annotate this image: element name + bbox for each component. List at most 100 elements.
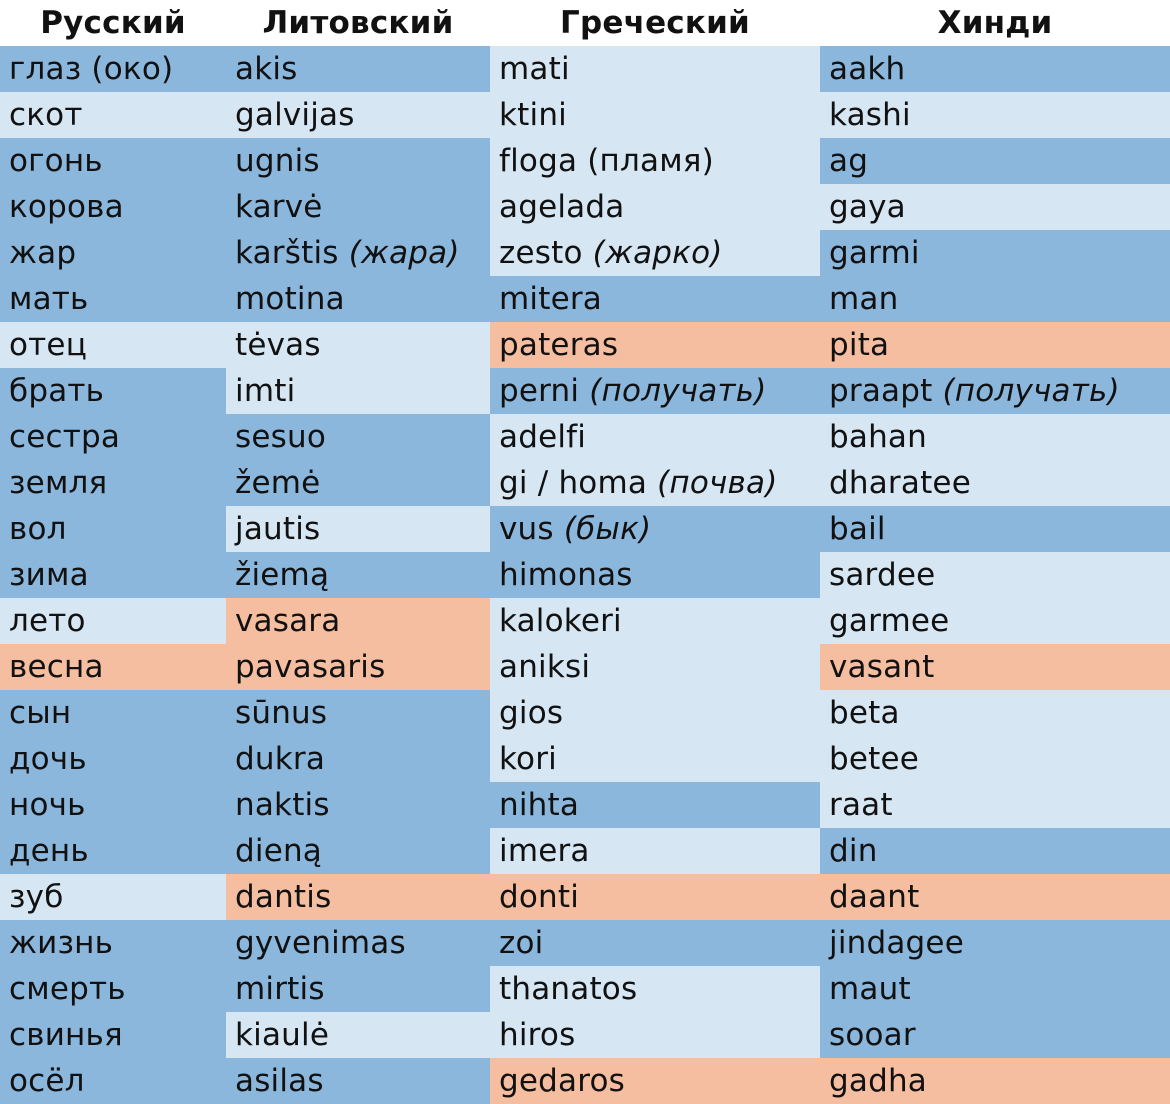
cell-lithuanian: motina	[226, 276, 490, 322]
cell-lithuanian: gyvenimas	[226, 920, 490, 966]
cell-word: sooar	[829, 1017, 916, 1053]
cell-word: gios	[499, 695, 564, 731]
cell-word: скот	[9, 97, 83, 133]
cell-word: dukra	[235, 741, 326, 777]
cell-word: jautis	[235, 511, 321, 547]
cell-word: глаз (око)	[9, 51, 174, 87]
cell-russian: жар	[0, 230, 226, 276]
cell-hindi: jindagee	[820, 920, 1170, 966]
cell-hindi: gaya	[820, 184, 1170, 230]
cell-lithuanian: tėvas	[226, 322, 490, 368]
table-row: жар karštis (жара) zesto (жарко) garmi	[0, 230, 1170, 276]
cell-greek: imera	[490, 828, 820, 874]
cell-greek: perni (получать)	[490, 368, 820, 414]
cell-word: kashi	[829, 97, 911, 133]
cell-word: жизнь	[9, 925, 114, 961]
cell-russian: скот	[0, 92, 226, 138]
cell-note: (почва)	[657, 465, 778, 501]
cell-hindi: pita	[820, 322, 1170, 368]
cell-word: hiros	[499, 1017, 576, 1053]
cell-word: kori	[499, 741, 557, 777]
cell-word: смерть	[9, 971, 126, 1007]
table-header-row: Русский Литовский Греческий Хинди	[0, 0, 1170, 46]
cell-greek: ktini	[490, 92, 820, 138]
cell-hindi: maut	[820, 966, 1170, 1012]
cell-word: daant	[829, 879, 920, 915]
table-row: весна pavasaris aniksi vasant	[0, 644, 1170, 690]
cell-greek: donti	[490, 874, 820, 920]
table-row: ночь naktis nihta raat	[0, 782, 1170, 828]
cell-greek: gi / homa (почва)	[490, 460, 820, 506]
cell-word: motina	[235, 281, 345, 317]
table-row: смерть mirtis thanatos maut	[0, 966, 1170, 1012]
cell-word: огонь	[9, 143, 103, 179]
cell-word: mati	[499, 51, 570, 87]
cell-word: žiemą	[235, 557, 330, 593]
cell-word: свинья	[9, 1017, 123, 1053]
cell-hindi: bail	[820, 506, 1170, 552]
table-row: день dieną imera din	[0, 828, 1170, 874]
cell-word: bail	[829, 511, 886, 547]
cell-word: земля	[9, 465, 108, 501]
cell-note: (жарко)	[592, 235, 723, 271]
table-row: дочь dukra kori betee	[0, 736, 1170, 782]
cell-greek: gios	[490, 690, 820, 736]
cell-lithuanian: kiaulė	[226, 1012, 490, 1058]
cell-greek: agelada	[490, 184, 820, 230]
cell-russian: брать	[0, 368, 226, 414]
cell-russian: зуб	[0, 874, 226, 920]
cell-word: bahan	[829, 419, 927, 455]
table-row: земля žemė gi / homa (почва) dharatee	[0, 460, 1170, 506]
cell-hindi: kashi	[820, 92, 1170, 138]
cell-word: aakh	[829, 51, 906, 87]
cell-word: asilas	[235, 1063, 324, 1099]
cell-word: vasant	[829, 649, 935, 685]
cell-word: ag	[829, 143, 869, 179]
cell-russian: день	[0, 828, 226, 874]
cell-word: мать	[9, 281, 89, 317]
cell-hindi: garmee	[820, 598, 1170, 644]
table-row: сестра sesuo adelfi bahan	[0, 414, 1170, 460]
cell-word: din	[829, 833, 878, 869]
cell-word: весна	[9, 649, 104, 685]
cell-word: garmi	[829, 235, 920, 271]
cell-hindi: vasant	[820, 644, 1170, 690]
column-header-hindi: Хинди	[937, 5, 1053, 41]
cell-lithuanian: pavasaris	[226, 644, 490, 690]
cell-hindi: beta	[820, 690, 1170, 736]
table-row: вол jautis vus (бык) bail	[0, 506, 1170, 552]
cell-russian: весна	[0, 644, 226, 690]
cell-greek: zoi	[490, 920, 820, 966]
cell-word: pita	[829, 327, 890, 363]
cell-hindi: ag	[820, 138, 1170, 184]
table-row: скот galvijas ktini kashi	[0, 92, 1170, 138]
cell-word: gyvenimas	[235, 925, 406, 961]
cell-russian: корова	[0, 184, 226, 230]
cell-word: сын	[9, 695, 72, 731]
cell-word: зима	[9, 557, 89, 593]
cell-word: nihta	[499, 787, 580, 823]
cell-word: agelada	[499, 189, 625, 225]
cell-lithuanian: naktis	[226, 782, 490, 828]
cell-word: imera	[499, 833, 590, 869]
cell-word: man	[829, 281, 899, 317]
cell-word: raat	[829, 787, 893, 823]
cell-hindi: garmi	[820, 230, 1170, 276]
cell-word: floga (пламя)	[499, 143, 714, 179]
cell-lithuanian: galvijas	[226, 92, 490, 138]
table-row: лето vasara kalokeri garmee	[0, 598, 1170, 644]
cell-greek: hiros	[490, 1012, 820, 1058]
cell-hindi: bahan	[820, 414, 1170, 460]
cell-greek: aniksi	[490, 644, 820, 690]
cell-word: жар	[9, 235, 77, 271]
cell-note: (получать)	[589, 373, 767, 409]
cell-word: zesto	[499, 235, 593, 271]
cell-word: mitera	[499, 281, 602, 317]
cell-hindi: daant	[820, 874, 1170, 920]
cell-russian: зима	[0, 552, 226, 598]
cell-greek: mati	[490, 46, 820, 92]
cell-note: (бык)	[563, 511, 652, 547]
cell-word: perni	[499, 373, 590, 409]
cell-word: himonas	[499, 557, 633, 593]
cell-word: вол	[9, 511, 67, 547]
